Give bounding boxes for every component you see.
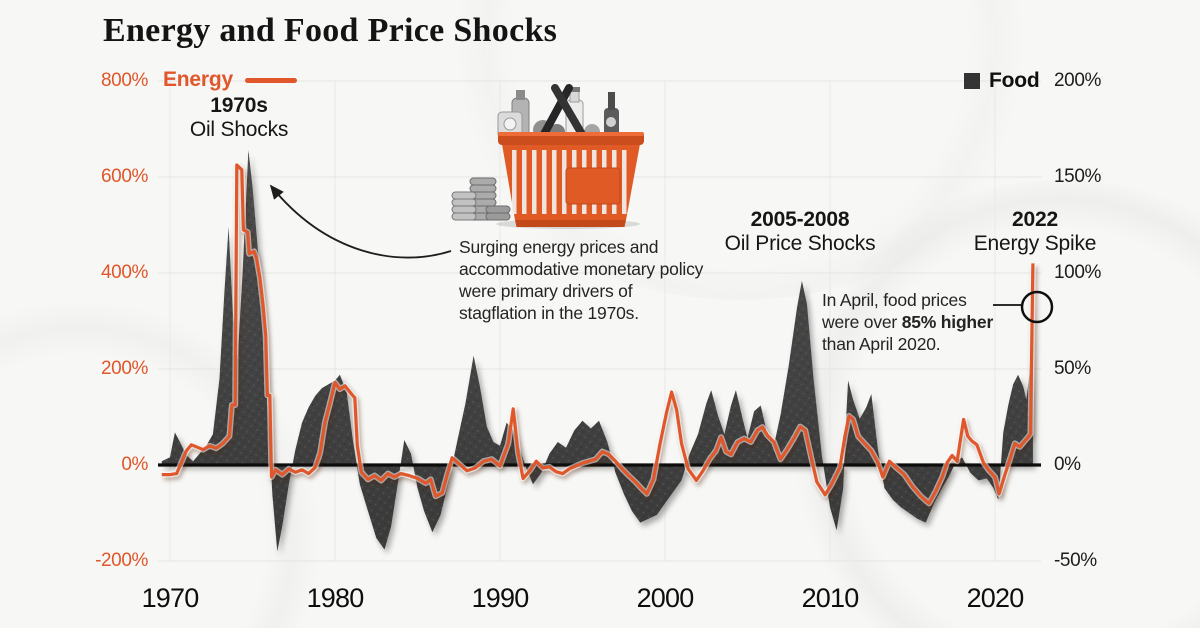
x-axis-tick: 1980 bbox=[306, 583, 365, 613]
right-axis-tick: 0% bbox=[1054, 454, 1081, 475]
left-axis-tick: 800% bbox=[101, 70, 148, 91]
legend-energy: Energy bbox=[163, 68, 297, 92]
annotation-2022-title: 2022 bbox=[1012, 208, 1058, 231]
stagflation-note: Surging energy prices and accommodative … bbox=[459, 237, 704, 323]
coin-stacks-icon bbox=[451, 177, 511, 221]
left-axis-tick: 200% bbox=[101, 358, 148, 379]
vertical-gridlines bbox=[169, 81, 996, 561]
energy-series-line bbox=[161, 163, 1035, 505]
food-square-swatch-icon bbox=[964, 73, 980, 89]
annotation-2022-subtitle: Energy Spike bbox=[973, 232, 1097, 255]
left-axis-tick: -200% bbox=[95, 550, 148, 571]
right-axis-tick: 150% bbox=[1054, 166, 1101, 187]
annotation-1970s-oil-shocks: 1970s Oil Shocks bbox=[178, 94, 300, 142]
april-note-bold-text: 85% higher bbox=[901, 312, 994, 332]
x-axis-tick: 1970 bbox=[141, 583, 200, 613]
right-axis-tick: -50% bbox=[1054, 550, 1097, 571]
legend-food-label: Food bbox=[989, 69, 1040, 92]
annotation-2005-title: 2005-2008 bbox=[750, 208, 850, 231]
basket-handles-icon bbox=[539, 84, 587, 140]
april-note-text: In April, food prices were over bbox=[822, 290, 967, 332]
legend-food: Food bbox=[964, 69, 1040, 93]
annotation-2005-subtitle: Oil Price Shocks bbox=[724, 232, 876, 255]
x-axis-tick: 1990 bbox=[471, 583, 530, 613]
left-axis-tick: 0% bbox=[121, 454, 148, 475]
stagflation-arrow bbox=[269, 184, 452, 259]
legend-energy-label: Energy bbox=[163, 68, 233, 91]
right-axis-tick: 100% bbox=[1054, 262, 1101, 283]
right-axis-tick: 200% bbox=[1054, 70, 1101, 91]
annotation-2022-energy-spike: 2022 Energy Spike bbox=[962, 208, 1108, 256]
grocery-basket-illustration bbox=[451, 84, 644, 229]
spike-highlight-circle bbox=[1020, 290, 1054, 324]
x-axis-tick: 2010 bbox=[801, 583, 860, 613]
food-series-texture bbox=[161, 150, 1033, 552]
page-title: Energy and Food Price Shocks bbox=[103, 12, 558, 49]
x-axis-tick: 2020 bbox=[966, 583, 1025, 613]
right-axis-tick: 50% bbox=[1054, 358, 1091, 379]
x-axis-tick: 2000 bbox=[636, 583, 695, 613]
april-note-text: than April 2020. bbox=[822, 334, 941, 354]
annotation-2005-2008-oil-price-shocks: 2005-2008 Oil Price Shocks bbox=[703, 208, 897, 256]
left-axis-tick: 600% bbox=[101, 166, 148, 187]
left-axis-tick: 400% bbox=[101, 262, 148, 283]
annotation-1970s-title: 1970s bbox=[210, 94, 268, 117]
energy-line-swatch-icon bbox=[245, 77, 297, 83]
basket-body-icon bbox=[498, 132, 644, 227]
april-food-note: In April, food prices were over 85% high… bbox=[822, 289, 1004, 355]
annotation-1970s-subtitle: Oil Shocks bbox=[189, 118, 289, 141]
